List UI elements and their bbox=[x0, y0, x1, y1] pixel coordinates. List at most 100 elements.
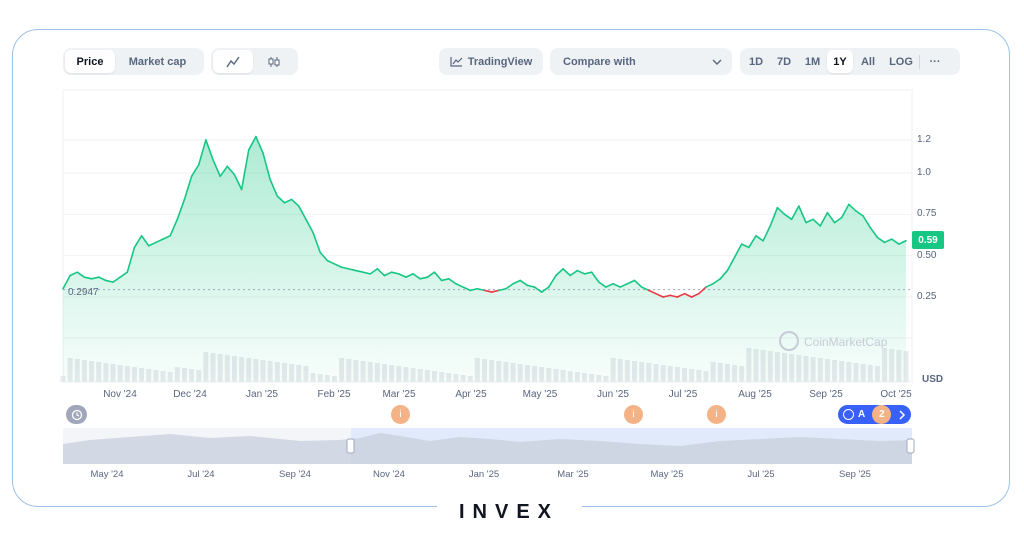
price-segment bbox=[848, 203, 857, 212]
x-tick-label: Apr '25 bbox=[455, 389, 487, 400]
price-segment bbox=[397, 273, 407, 278]
price-segment bbox=[569, 269, 579, 277]
range-1y[interactable]: 1Y bbox=[827, 50, 853, 73]
price-marketcap-toggle: Price Market cap bbox=[63, 48, 204, 75]
x-tick-label: Nov '24 bbox=[103, 389, 137, 400]
candlestick-button[interactable] bbox=[253, 50, 295, 73]
tab-price[interactable]: Price bbox=[65, 50, 115, 73]
price-segment bbox=[347, 268, 357, 272]
y-tick-label: 1.2 bbox=[917, 133, 931, 145]
navigator-right-handle[interactable] bbox=[906, 438, 915, 454]
range-all[interactable]: All bbox=[860, 55, 876, 68]
price-segment bbox=[426, 271, 436, 278]
coinmarketcap-icon bbox=[843, 409, 854, 420]
price-segment bbox=[648, 289, 657, 295]
price-segment bbox=[62, 274, 71, 290]
coinmarketcap-logo-icon bbox=[779, 331, 799, 351]
price-segment bbox=[740, 243, 750, 249]
price-segment bbox=[283, 198, 293, 204]
price-segment bbox=[898, 239, 907, 245]
price-segment bbox=[362, 271, 371, 275]
chart-type-toggle bbox=[211, 48, 298, 75]
y-tick-label: 0.50 bbox=[917, 249, 937, 261]
price-segment bbox=[197, 139, 207, 166]
price-segment bbox=[626, 279, 636, 285]
x-tick-label: Mar '25 bbox=[382, 389, 416, 400]
price-segment bbox=[126, 246, 136, 274]
x-tick-label: Dec '24 bbox=[173, 389, 207, 400]
price-segment bbox=[190, 163, 200, 178]
price-segment bbox=[405, 273, 414, 278]
navigator-tick-label: Mar '25 bbox=[557, 469, 589, 480]
price-segment bbox=[469, 287, 479, 292]
price-segment bbox=[376, 268, 386, 277]
price-segment bbox=[862, 215, 872, 229]
x-tick-label: Jul '25 bbox=[668, 389, 698, 400]
brand-name: INVEX bbox=[459, 501, 559, 523]
tradingview-button[interactable]: TradingView bbox=[439, 48, 543, 75]
price-segment bbox=[383, 271, 393, 277]
price-segment bbox=[447, 278, 457, 285]
range-1m[interactable]: 1M bbox=[804, 55, 821, 68]
price-segment bbox=[533, 286, 543, 293]
events-badge[interactable]: A 2 bbox=[838, 405, 911, 424]
navigator-tick-label: Sep '25 bbox=[839, 469, 871, 480]
price-segment bbox=[119, 271, 129, 278]
price-segment bbox=[497, 287, 507, 292]
price-segment bbox=[312, 231, 321, 254]
price-segment bbox=[112, 276, 121, 283]
range-1d[interactable]: 1D bbox=[748, 55, 764, 68]
history-icon bbox=[71, 409, 82, 420]
price-segment bbox=[105, 279, 114, 283]
range-7d[interactable]: 7D bbox=[776, 55, 792, 68]
line-chart-button[interactable] bbox=[213, 50, 253, 73]
event-marker[interactable]: i bbox=[391, 405, 410, 424]
price-segment bbox=[562, 268, 572, 277]
price-segment bbox=[490, 289, 500, 293]
price-segment bbox=[719, 269, 729, 280]
x-tick-label: May '25 bbox=[522, 389, 558, 400]
price-segment bbox=[462, 286, 472, 292]
price-segment bbox=[876, 236, 886, 244]
price-segment bbox=[433, 271, 443, 282]
price-segment bbox=[555, 268, 564, 277]
price-segment bbox=[226, 165, 236, 176]
price-segment bbox=[269, 178, 279, 197]
log-toggle[interactable]: LOG bbox=[889, 55, 913, 68]
watermark-text: CoinMarketCap bbox=[804, 335, 888, 349]
navigator-tick-label: Nov '24 bbox=[373, 469, 405, 480]
history-button[interactable] bbox=[66, 405, 87, 424]
price-segment bbox=[183, 175, 193, 201]
price-segment bbox=[140, 235, 150, 247]
divider bbox=[919, 54, 920, 69]
price-segment bbox=[147, 241, 157, 247]
price-segment bbox=[440, 278, 450, 282]
price-segment bbox=[76, 271, 86, 278]
price-segment bbox=[476, 287, 486, 292]
price-segment bbox=[526, 284, 536, 288]
navigator-tick-label: Jan '25 bbox=[468, 469, 500, 480]
price-segment bbox=[890, 238, 900, 245]
more-options-button[interactable]: ··· bbox=[929, 55, 941, 68]
price-segment bbox=[240, 149, 250, 191]
price-segment bbox=[519, 279, 529, 287]
x-tick-label: Jan '25 bbox=[246, 389, 278, 400]
price-segment bbox=[419, 276, 429, 280]
event-marker[interactable]: i bbox=[624, 405, 643, 424]
price-segment bbox=[247, 135, 257, 151]
navigator-left-handle[interactable] bbox=[346, 438, 355, 454]
navigator-tick-label: May '25 bbox=[650, 469, 684, 480]
price-segment bbox=[355, 269, 364, 274]
compare-with-dropdown[interactable]: Compare with bbox=[550, 48, 732, 75]
x-tick-label: Feb '25 bbox=[317, 389, 351, 400]
x-tick-label: Jun '25 bbox=[597, 389, 629, 400]
price-segment bbox=[305, 218, 314, 234]
price-segment bbox=[326, 259, 336, 265]
price-segment bbox=[812, 218, 822, 227]
price-segment bbox=[69, 271, 79, 277]
price-segment bbox=[883, 238, 893, 244]
tab-market-cap[interactable]: Market cap bbox=[128, 55, 187, 68]
y-tick-label: 1.0 bbox=[917, 167, 931, 178]
event-marker[interactable]: i bbox=[707, 405, 726, 424]
watermark: CoinMarketCap bbox=[779, 331, 888, 351]
